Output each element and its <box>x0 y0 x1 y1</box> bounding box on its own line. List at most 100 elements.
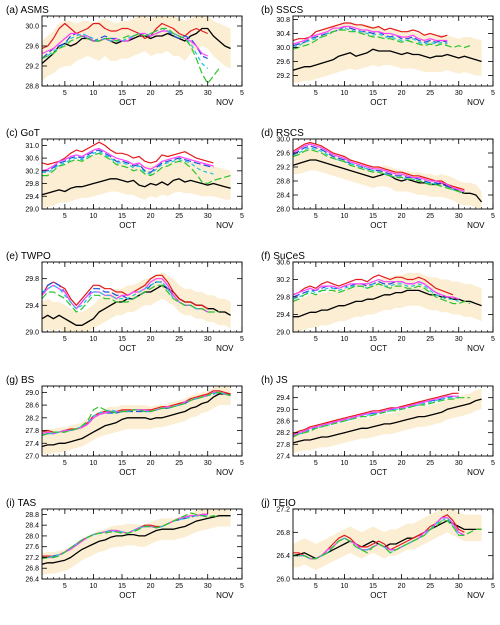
panel-title: (j) TEIO <box>261 498 296 509</box>
series-line-6 <box>42 27 220 85</box>
x-tick-label: 15 <box>369 460 377 467</box>
y-tick-label: 30.6 <box>25 156 39 163</box>
spread-band <box>293 23 482 83</box>
x-tick-label: 5 <box>240 90 244 97</box>
y-tick-label: 30.0 <box>25 24 39 31</box>
spread-band <box>42 153 231 208</box>
x-tick-label: 25 <box>426 583 434 590</box>
series-line-2 <box>293 392 459 435</box>
plot-frame <box>41 15 243 87</box>
y-tick-label: 29.0 <box>276 407 290 414</box>
spread-band <box>42 386 231 455</box>
plot-frame <box>41 508 243 580</box>
y-tick-label: 28.4 <box>276 193 290 200</box>
x-tick-label: 30 <box>455 90 463 97</box>
series-line-4 <box>42 513 208 559</box>
x-tick-label: 5 <box>314 460 318 467</box>
y-tick-label: 26.4 <box>276 553 290 560</box>
x-tick-label: 20 <box>398 90 406 97</box>
y-tick-label: 27.6 <box>25 544 39 551</box>
panel-9: 5 10 15 20 25 30 5 OCT NOV 26.4 26.8 27.2 27.6 28.0 28… <box>6 498 244 600</box>
series-line-4 <box>293 395 459 437</box>
y-tick-label: 28.0 <box>276 207 290 214</box>
y-tick-label: 30.0 <box>276 137 290 144</box>
x-tick-label: 30 <box>455 460 463 467</box>
x-tick-label: 20 <box>147 90 155 97</box>
month-label-oct: OCT <box>119 221 136 230</box>
x-tick-label: 20 <box>398 213 406 220</box>
y-tick-label: 28.8 <box>25 512 39 519</box>
panel-title: (b) SSCS <box>261 5 304 16</box>
x-tick-label: 25 <box>426 90 434 97</box>
x-tick-label: 10 <box>341 336 349 343</box>
month-label-nov: NOV <box>216 344 234 353</box>
series-line-5 <box>293 27 448 49</box>
x-tick-label: 5 <box>491 583 495 590</box>
x-tick-label: 20 <box>147 583 155 590</box>
series-line-2 <box>293 22 448 42</box>
month-label-oct: OCT <box>370 98 387 107</box>
x-tick-label: 20 <box>398 583 406 590</box>
series-line-3 <box>293 145 465 193</box>
x-tick-label: 5 <box>240 213 244 220</box>
x-tick-label: 5 <box>314 213 318 220</box>
series-line-6 <box>293 520 482 560</box>
y-tick-label: 29.8 <box>25 181 39 188</box>
series-line-6 <box>293 283 471 305</box>
y-tick-label: 30.2 <box>25 168 39 175</box>
x-tick-label: 5 <box>63 90 67 97</box>
y-tick-label: 29.0 <box>276 330 290 337</box>
y-tick-label: 27.2 <box>25 555 39 562</box>
y-tick-label: 29.4 <box>25 194 39 201</box>
x-tick-label: 5 <box>491 336 495 343</box>
x-tick-label: 15 <box>369 213 377 220</box>
x-tick-label: 5 <box>491 213 495 220</box>
x-tick-label: 15 <box>369 90 377 97</box>
series-line-6 <box>42 512 220 560</box>
series-line-6 <box>293 397 471 438</box>
series-line-1 <box>42 515 231 565</box>
x-tick-label: 30 <box>455 336 463 343</box>
y-tick-label: 29.0 <box>25 390 39 397</box>
y-tick-label: 27.8 <box>25 428 39 435</box>
plot-frame <box>292 138 494 210</box>
x-tick-label: 5 <box>314 90 318 97</box>
y-tick-label: 28.8 <box>276 179 290 186</box>
x-tick-label: 5 <box>491 90 495 97</box>
y-tick-label: 29.4 <box>25 303 39 310</box>
panel-7: 5 10 15 20 25 30 5 OCT NOV 27.0 27.4 27.8 28.2 28.6 29… <box>6 375 244 477</box>
y-tick-label: 26.4 <box>25 577 39 584</box>
y-tick-label: 26.0 <box>276 577 290 584</box>
x-tick-label: 25 <box>426 460 434 467</box>
x-tick-label: 25 <box>175 90 183 97</box>
spread-band <box>293 147 482 209</box>
month-label-nov: NOV <box>467 468 485 477</box>
panel-title: (e) TWPO <box>6 251 51 262</box>
y-tick-label: 27.4 <box>25 441 39 448</box>
series-line-4 <box>42 147 214 172</box>
y-tick-label: 29.2 <box>276 165 290 172</box>
spread-band <box>293 509 482 571</box>
x-tick-label: 10 <box>90 460 98 467</box>
series-line-1 <box>293 48 482 71</box>
month-label-oct: OCT <box>119 468 136 477</box>
panel-title: (a) ASMS <box>6 5 49 16</box>
x-tick-label: 25 <box>426 336 434 343</box>
y-tick-label: 28.6 <box>25 403 39 410</box>
x-tick-label: 10 <box>341 213 349 220</box>
series-line-2 <box>42 141 214 166</box>
plot-frame <box>292 508 494 580</box>
spread-band <box>42 509 231 575</box>
panel-4: 5 10 15 20 25 30 5 OCT NOV 28.0 28.4 28.8 29.2 29.6 30… <box>261 128 495 230</box>
y-tick-label: 30.6 <box>276 260 290 267</box>
series-line-2 <box>42 274 209 310</box>
spread-band <box>42 272 231 332</box>
panel-title: (f) SuCeS <box>261 251 305 262</box>
x-tick-label: 10 <box>341 460 349 467</box>
month-label-nov: NOV <box>216 591 234 600</box>
series-line-5 <box>42 281 209 313</box>
y-tick-label: 29.0 <box>25 330 39 337</box>
month-label-oct: OCT <box>370 221 387 230</box>
x-tick-label: 30 <box>204 583 212 590</box>
x-tick-label: 5 <box>314 336 318 343</box>
